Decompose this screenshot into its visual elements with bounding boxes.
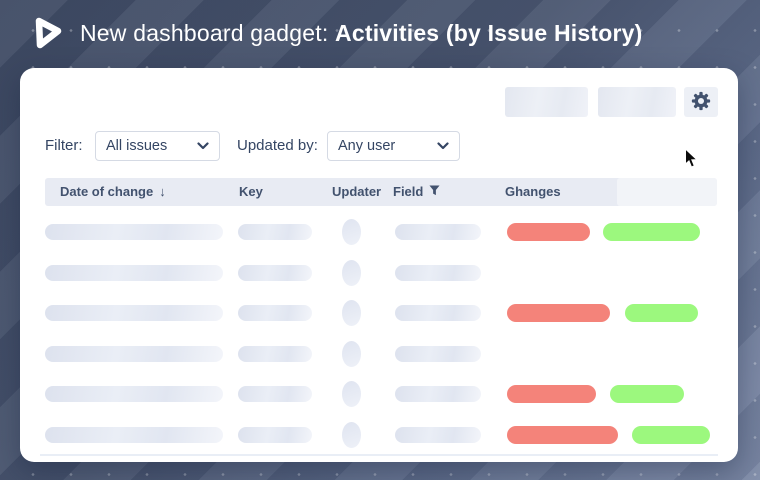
settings-button[interactable]: [684, 87, 718, 117]
updater-avatar-skeleton: [342, 381, 361, 407]
table-bottom-divider: [40, 454, 718, 456]
table-row: [20, 219, 738, 245]
updater-avatar-skeleton: [342, 219, 361, 245]
column-changes: Ghanges: [505, 184, 561, 199]
updater-avatar-skeleton: [342, 341, 361, 367]
mouse-cursor: [684, 147, 699, 169]
date-skeleton: [45, 386, 223, 402]
added-value-pill: [610, 385, 684, 403]
updater-avatar-skeleton: [342, 422, 361, 448]
column-date-of-change-label: Date of change: [60, 184, 154, 199]
key-skeleton: [238, 265, 312, 281]
date-skeleton: [45, 346, 223, 362]
removed-value-pill: [507, 426, 618, 444]
field-skeleton: [395, 305, 481, 321]
banner-title: New dashboard gadget: Activities (by Iss…: [80, 20, 642, 47]
key-skeleton: [238, 224, 312, 240]
banner-title-prefix: New dashboard gadget:: [80, 19, 336, 46]
app-logo-icon: [27, 15, 63, 51]
table-row: [20, 300, 738, 326]
column-updater: Updater: [332, 184, 382, 199]
date-skeleton: [45, 305, 223, 321]
date-skeleton: [45, 224, 223, 240]
key-skeleton: [238, 427, 312, 443]
column-field[interactable]: Field: [393, 178, 440, 206]
key-skeleton: [238, 305, 312, 321]
field-skeleton: [395, 386, 481, 402]
table-row: [20, 381, 738, 407]
field-skeleton: [395, 265, 481, 281]
field-skeleton: [395, 346, 481, 362]
updater-avatar-skeleton: [342, 300, 361, 326]
toolbar-skeleton-button-1[interactable]: [505, 87, 588, 117]
filter-select[interactable]: All issues: [95, 131, 220, 161]
removed-value-pill: [507, 385, 596, 403]
key-skeleton: [238, 386, 312, 402]
toolbar-skeleton-button-2[interactable]: [598, 87, 676, 117]
added-value-pill: [603, 223, 700, 241]
updater-avatar-skeleton: [342, 260, 361, 286]
key-skeleton: [238, 346, 312, 362]
updated-by-select-value: Any user: [338, 138, 396, 154]
filter-select-value: All issues: [106, 138, 168, 154]
table-header: Date of change ↓ Key Updater Field Ghang…: [45, 178, 717, 206]
removed-value-pill: [507, 304, 610, 322]
column-key: Key: [239, 184, 263, 199]
updated-by-label: Updated by:: [237, 137, 318, 154]
table-row: [20, 260, 738, 286]
chevron-down-icon: [197, 138, 209, 154]
column-field-label: Field: [393, 184, 424, 199]
table-header-spacer: [617, 178, 717, 206]
field-skeleton: [395, 427, 481, 443]
removed-value-pill: [507, 223, 590, 241]
gadget-card: Filter: All issues Updated by: Any user …: [20, 68, 738, 462]
updated-by-select[interactable]: Any user: [327, 131, 460, 161]
gear-icon: [690, 90, 712, 115]
table-row: [20, 341, 738, 367]
sort-descending-icon: ↓: [159, 184, 166, 199]
date-skeleton: [45, 427, 223, 443]
filter-label: Filter:: [45, 137, 83, 154]
added-value-pill: [625, 304, 698, 322]
banner: New dashboard gadget: Activities (by Iss…: [0, 0, 760, 66]
field-skeleton: [395, 224, 481, 240]
filter-funnel-icon: [429, 178, 440, 206]
date-skeleton: [45, 265, 223, 281]
column-date-of-change[interactable]: Date of change ↓: [60, 178, 166, 206]
table-row: [20, 422, 738, 448]
added-value-pill: [632, 426, 710, 444]
chevron-down-icon: [437, 138, 449, 154]
banner-title-emphasis: Activities (by Issue History): [335, 19, 643, 46]
